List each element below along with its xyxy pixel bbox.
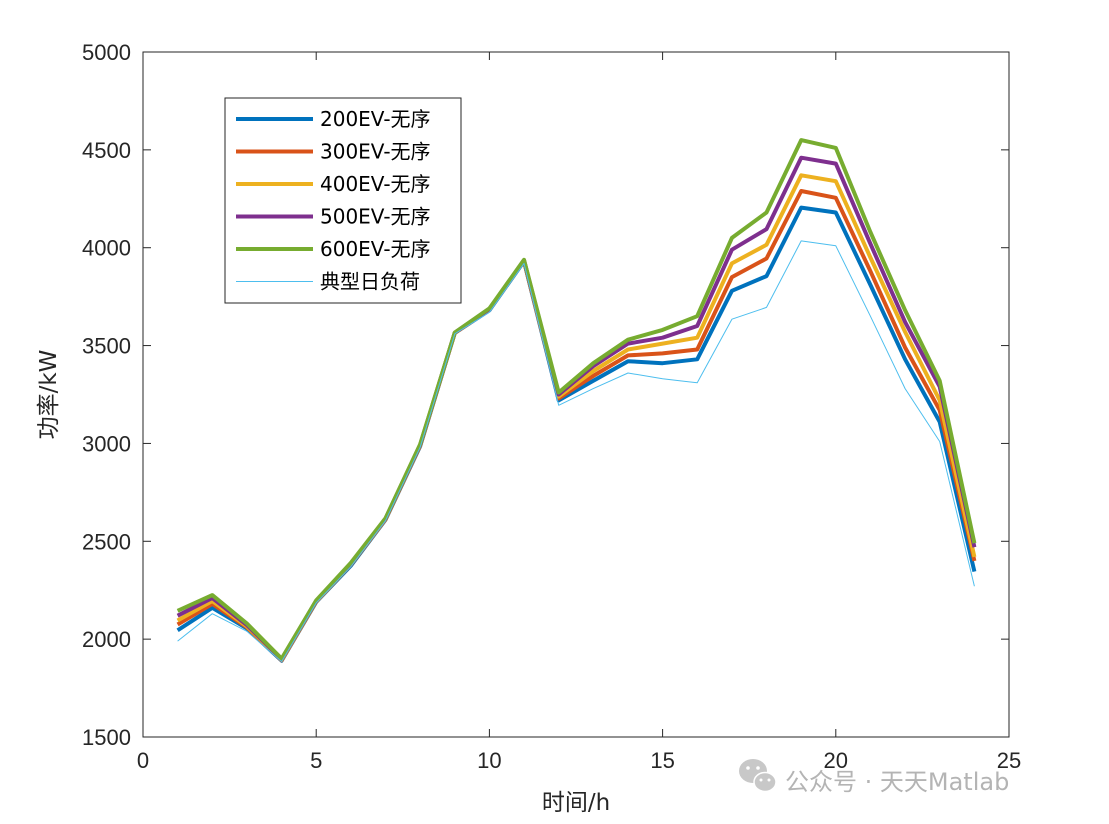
legend-box: [224, 97, 462, 304]
legend-items: 200EV-无序 300EV-无序 400EV-无序 500EV-无序 600EV-无序…: [236, 107, 431, 294]
tick-labels: 0 5 10 15 20 25 1500 2000 2500 3000 3500 4000 4500 50…: [82, 40, 1021, 773]
axes-layer: [142, 51, 1010, 738]
y-tick-label: 5000: [82, 40, 131, 65]
legend-label-5: 600EV-无序: [320, 237, 431, 261]
x-tick-label: 10: [477, 748, 501, 773]
x-tick-label: 0: [137, 748, 149, 773]
y-axis-label: 功率/kW: [36, 350, 62, 440]
y-tick-label: 2500: [82, 529, 131, 554]
y-tick-label: 1500: [82, 725, 131, 750]
wechat-icon: [739, 759, 777, 793]
x-axis-label: 时间/h: [542, 790, 610, 816]
x-tick-label: 25: [997, 748, 1021, 773]
y-tick-label: 4000: [82, 236, 131, 261]
y-tick-label: 4500: [82, 138, 131, 163]
watermark: 公众号 · 天天Matlab: [739, 759, 1009, 796]
x-tick-label: 20: [824, 748, 848, 773]
series-layer: [176, 138, 977, 663]
y-tick-label: 3500: [82, 334, 131, 359]
legend-label-3: 400EV-无序: [320, 172, 431, 196]
legend-label-4: 500EV-无序: [320, 205, 431, 229]
legend: 200EV-无序 300EV-无序 400EV-无序 500EV-无序 600EV-无序…: [224, 97, 462, 304]
series-line-5: [176, 138, 977, 661]
y-tick-label: 2000: [82, 627, 131, 652]
legend-label-2: 300EV-无序: [320, 140, 431, 164]
x-tick-label: 15: [650, 748, 674, 773]
legend-label-1: 200EV-无序: [320, 107, 431, 131]
legend-label-6: 典型日负荷: [320, 270, 420, 294]
watermark-text: 公众号 · 天天Matlab: [785, 768, 1009, 796]
y-tick-label: 3000: [82, 431, 131, 456]
x-tick-label: 5: [310, 748, 322, 773]
series-line-6: [177, 240, 975, 663]
axes-box: [142, 51, 1010, 738]
